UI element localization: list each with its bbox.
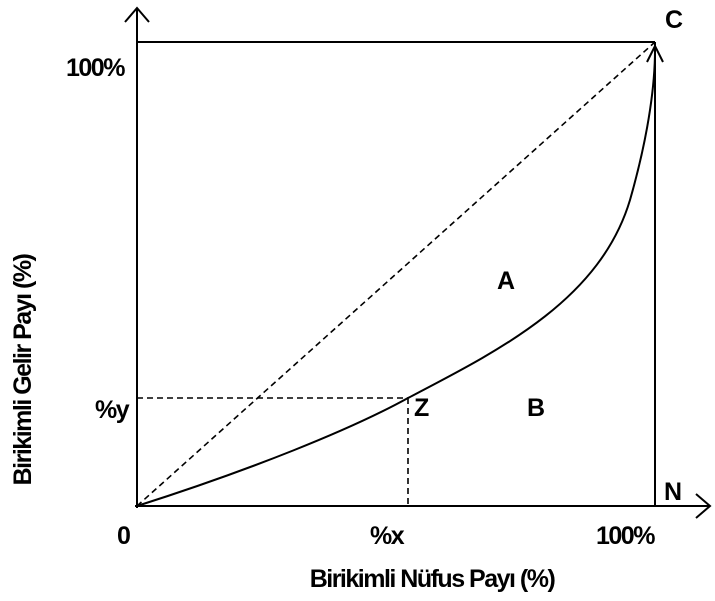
area-label: B <box>527 394 544 422</box>
curve-arrow <box>646 43 664 63</box>
equality-line <box>136 41 656 507</box>
origin-label: 0 <box>117 522 130 550</box>
y-end-label: 100% <box>66 54 125 82</box>
corner-label: N <box>664 478 681 506</box>
point-label: Z <box>414 394 429 422</box>
x-axis-arrow <box>695 493 712 519</box>
area-label: A <box>497 267 515 295</box>
x-axis-title: Birikimli Nüfus Payı (%) <box>310 565 556 593</box>
x-end-label: 100% <box>596 522 655 550</box>
lorenz-curve <box>136 49 656 507</box>
y-axis-arrow <box>124 6 150 23</box>
y-mark-label: %y <box>95 396 130 424</box>
corner-label: C <box>665 6 683 34</box>
y-axis-title: Birikimli Gelir Payı (%) <box>9 253 37 485</box>
x-mark-label: %x <box>370 522 405 550</box>
